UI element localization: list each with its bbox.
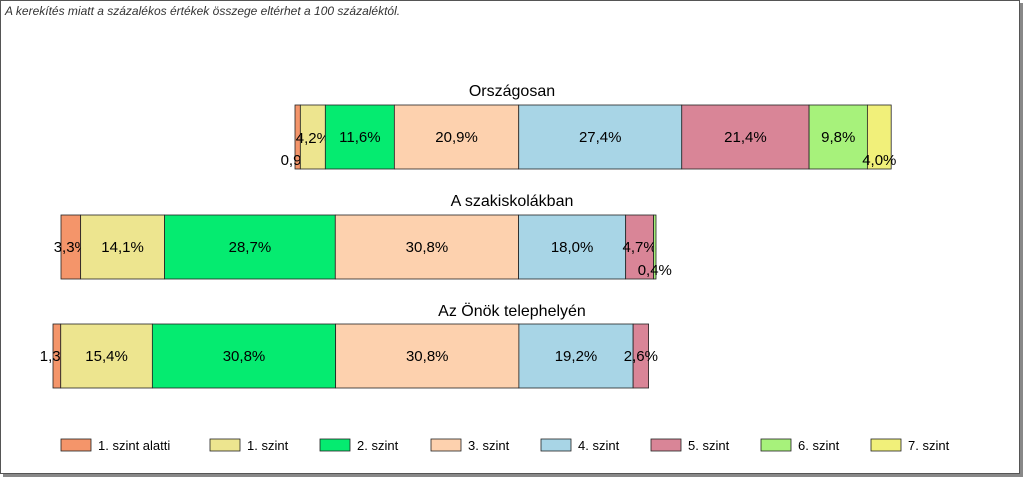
data-label: 18,0% <box>551 239 594 256</box>
data-label: 4,2% <box>296 130 330 147</box>
row-title: A szakiskolákban <box>451 193 574 210</box>
data-label: 28,7% <box>229 239 272 256</box>
legend-label: 5. szint <box>688 438 730 453</box>
bar-segment <box>632 323 649 389</box>
bar-segment <box>808 104 868 170</box>
legend-label: 6. szint <box>798 438 840 453</box>
legend-label: 1. szint alatti <box>98 438 170 453</box>
legend-swatch <box>870 438 902 452</box>
row-title: Az Önök telephelyén <box>438 302 586 320</box>
legend-label: 4. szint <box>578 438 620 453</box>
legend-label: 7. szint <box>908 438 950 453</box>
legend-label: 2. szint <box>357 438 399 453</box>
legend-swatch <box>650 438 682 452</box>
legend-label: 3. szint <box>468 438 510 453</box>
data-label: 21,4% <box>724 129 767 146</box>
bar-segment <box>334 214 519 280</box>
data-label: 3,3% <box>54 239 88 256</box>
rounding-note: A kerekítés miatt a százalékos értékek ö… <box>5 4 401 18</box>
data-label: 11,6% <box>339 129 380 146</box>
data-label: 27,4% <box>579 129 622 146</box>
data-label: 20,9% <box>435 129 478 146</box>
bar-segment <box>60 323 153 389</box>
legend-label: 1. szint <box>247 438 289 453</box>
legend-swatch <box>760 438 792 452</box>
bar-segment <box>518 214 627 280</box>
data-label: 2,6% <box>624 348 658 365</box>
legend-swatch <box>60 438 92 452</box>
bar-segment <box>324 104 395 170</box>
row-title: Országosan <box>469 83 555 100</box>
bar-segment <box>80 214 165 280</box>
bar-segment <box>625 214 655 280</box>
data-label: 15,4% <box>85 348 128 365</box>
legend-swatch <box>430 438 462 452</box>
bar-segment <box>866 104 892 170</box>
bar-segment <box>393 104 520 170</box>
bar-segment <box>518 104 683 170</box>
bar-segment <box>335 323 520 389</box>
data-label: 19,2% <box>555 348 598 365</box>
bar-segment <box>164 214 336 280</box>
data-label: 9,8% <box>821 129 855 146</box>
data-label: 30,8% <box>406 239 449 256</box>
bar-segment <box>681 104 810 170</box>
data-label: 4,7% <box>623 239 657 256</box>
data-label: 30,8% <box>223 348 266 365</box>
data-label: 0,4% <box>638 262 672 279</box>
bar-segment <box>151 323 337 389</box>
bar-segment <box>299 104 326 170</box>
data-label: 4,0% <box>862 152 896 169</box>
legend-swatch <box>540 438 572 452</box>
data-label: 14,1% <box>101 239 144 256</box>
legend-swatch <box>319 438 351 452</box>
legend-swatch <box>209 438 241 452</box>
bar-segment <box>518 323 634 389</box>
data-label: 30,8% <box>406 348 449 365</box>
bar-segment <box>653 214 657 280</box>
